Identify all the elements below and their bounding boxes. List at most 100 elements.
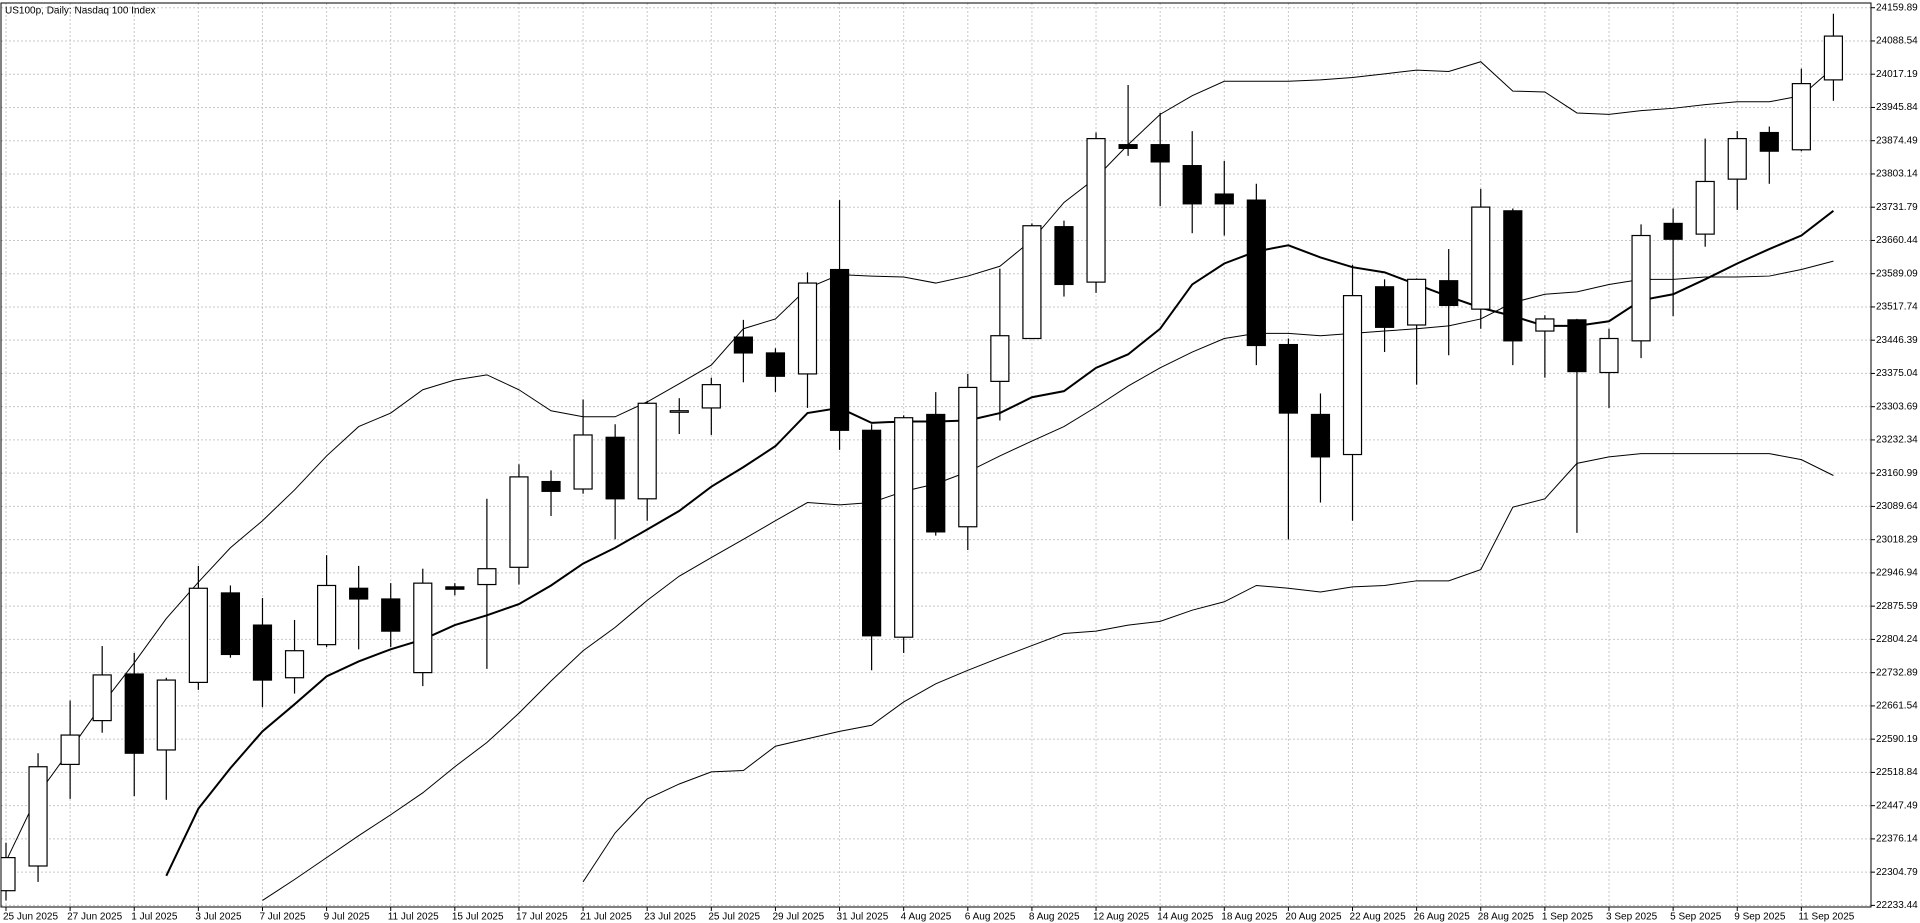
candle-body: [894, 417, 914, 638]
x-tick-label: 25 Jul 2025: [708, 912, 760, 923]
indicator-line: [582, 453, 1834, 883]
y-tick-label: 23803.14: [1876, 169, 1918, 180]
candle-body: [413, 582, 433, 674]
y-tick-label: 22875.59: [1876, 601, 1918, 612]
y-tick-label: 22233.44: [1876, 900, 1918, 911]
y-tick-label: 22376.14: [1876, 834, 1918, 845]
x-tick-label: 1 Jul 2025: [131, 912, 178, 923]
y-tick-label: 23375.04: [1876, 368, 1918, 379]
candle-body: [1214, 193, 1234, 205]
y-tick-label: 22447.49: [1876, 800, 1918, 811]
x-tick-label: 7 Jul 2025: [259, 912, 306, 923]
candle-body: [60, 734, 80, 766]
candle-body: [1631, 234, 1651, 342]
candle-body: [1150, 144, 1170, 163]
x-tick-label: 25 Jun 2025: [3, 912, 58, 923]
candle-body: [765, 352, 786, 377]
candle-body: [541, 480, 561, 492]
y-tick-label: 22804.24: [1876, 634, 1918, 645]
x-tick-label: 6 Aug 2025: [965, 912, 1016, 923]
x-tick-label: 14 Aug 2025: [1157, 912, 1214, 923]
candle-body: [797, 282, 818, 375]
plot-area: [1, 13, 1844, 901]
candle-body: [445, 586, 465, 590]
x-tick-label: 3 Sep 2025: [1606, 912, 1658, 923]
y-tick-label: 24159.89: [1876, 2, 1918, 13]
y-tick-label: 22304.79: [1876, 867, 1918, 878]
candle-body: [252, 624, 273, 681]
y-tick-label: 22732.89: [1876, 667, 1918, 678]
candle-body: [220, 592, 241, 656]
x-tick-label: 17 Jul 2025: [516, 912, 568, 923]
candle-body: [1374, 286, 1395, 328]
y-tick-label: 23303.69: [1876, 401, 1918, 412]
indicator-line: [5, 61, 1834, 862]
candle-body: [1439, 280, 1459, 307]
x-tick-label: 28 Aug 2025: [1478, 912, 1535, 923]
candle-body: [1503, 210, 1523, 342]
candle-body: [573, 434, 593, 490]
candle-body: [477, 568, 497, 586]
candle-body: [124, 673, 144, 754]
candle-body: [1695, 180, 1715, 235]
candle-body: [156, 679, 176, 751]
candle-body: [1599, 337, 1619, 374]
x-tick-label: 21 Jul 2025: [580, 912, 632, 923]
y-tick-label: 23660.44: [1876, 235, 1918, 246]
candle-body: [28, 766, 48, 867]
candle-body: [317, 584, 337, 646]
candle-body: [1342, 295, 1363, 456]
x-tick-label: 27 Jun 2025: [67, 912, 122, 923]
candle-body: [1246, 199, 1266, 347]
x-tick-label: 8 Aug 2025: [1029, 912, 1080, 923]
y-tick-label: 23160.99: [1876, 468, 1918, 479]
candle-body: [381, 598, 401, 632]
candle-body: [829, 268, 850, 431]
candle-body: [1022, 225, 1042, 340]
chart-title: US100p, Daily: Nasdaq 100 Index: [5, 6, 156, 17]
x-tick-label: 29 Jul 2025: [772, 912, 824, 923]
candle-body: [1535, 318, 1555, 332]
candle-body: [1054, 226, 1074, 286]
y-tick-label: 23018.29: [1876, 534, 1918, 545]
candle-body: [509, 476, 529, 568]
axes: 24159.89 24088.54 24017.19 23945.84 23874.49…: [3, 2, 1918, 922]
y-tick-label: 23589.09: [1876, 268, 1918, 279]
candle-body: [1278, 343, 1299, 414]
indicator-line: [262, 260, 1834, 901]
candle-body: [605, 436, 625, 500]
candle-body: [1310, 413, 1331, 458]
x-tick-label: 12 Aug 2025: [1093, 912, 1150, 923]
candle-body: [284, 650, 305, 679]
x-tick-label: 9 Sep 2025: [1734, 912, 1786, 923]
y-tick-label: 22518.84: [1876, 767, 1918, 778]
candle-body: [958, 386, 978, 528]
x-tick-label: 9 Jul 2025: [324, 912, 371, 923]
y-tick-label: 23874.49: [1876, 135, 1918, 146]
y-tick-label: 23446.39: [1876, 335, 1918, 346]
candle-body: [1086, 138, 1106, 283]
candle-body: [1118, 144, 1138, 149]
candle-body: [701, 384, 721, 409]
x-tick-label: 11 Jul 2025: [388, 912, 439, 923]
candle-body: [990, 335, 1010, 382]
y-tick-label: 22946.94: [1876, 568, 1918, 579]
candle-body: [1567, 319, 1587, 373]
candle-body: [637, 402, 657, 500]
candle-body: [188, 587, 208, 683]
candle-body: [92, 674, 112, 722]
candle-body: [1823, 35, 1844, 81]
x-tick-label: 26 Aug 2025: [1414, 912, 1471, 923]
candle-body: [1, 857, 16, 892]
y-tick-label: 22590.19: [1876, 734, 1918, 745]
x-tick-label: 11 Sep 2025: [1798, 912, 1854, 923]
y-tick-label: 24088.54: [1876, 36, 1918, 47]
x-tick-label: 3 Jul 2025: [195, 912, 242, 923]
y-tick-label: 23731.79: [1876, 202, 1918, 213]
candle-body: [862, 429, 882, 637]
y-tick-label: 23517.74: [1876, 302, 1918, 313]
candle-body: [349, 587, 369, 600]
candle-body: [1182, 165, 1202, 205]
